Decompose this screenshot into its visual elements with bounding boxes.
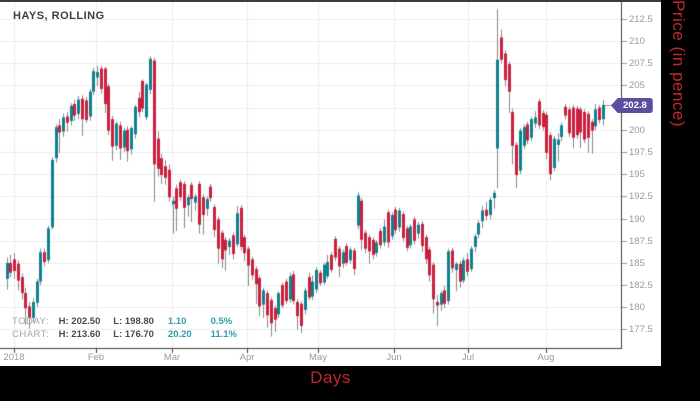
y-tick-label: 182.5 bbox=[629, 280, 653, 292]
bottom-frame-strip bbox=[0, 366, 700, 401]
candlestick-chart-canvas[interactable] bbox=[0, 2, 661, 368]
x-tick-label: Feb bbox=[87, 352, 105, 363]
x-axis-title: Days bbox=[310, 368, 351, 387]
y-tick-label: 205 bbox=[629, 80, 645, 92]
x-tick-label: Mar bbox=[163, 352, 181, 363]
legend-chart-pct: 11.1% bbox=[210, 329, 237, 340]
y-axis-title: Price (in pence) bbox=[669, 0, 688, 128]
legend-row-today: TODAY: H: 202.50 L: 198.80 1.10 0.5% bbox=[12, 315, 251, 328]
legend-row-chart: CHART: H: 213.60 L: 176.70 20.20 11.1% bbox=[12, 328, 251, 341]
y-tick-label: 200 bbox=[629, 124, 645, 136]
y-tick-label: 212.5 bbox=[629, 13, 653, 25]
y-tick-label: 207.5 bbox=[629, 58, 653, 70]
legend-chart-low: L: 176.70 bbox=[113, 329, 154, 340]
y-tick-label: 187.5 bbox=[629, 235, 653, 247]
y-tick-label: 190 bbox=[629, 213, 645, 225]
y-tick-label: 195 bbox=[629, 169, 645, 181]
legend-today-pct: 0.5% bbox=[210, 316, 233, 327]
y-tick-label: 197.5 bbox=[629, 146, 653, 158]
x-tick-label: Apr bbox=[239, 352, 255, 363]
chart-region: HAYS, ROLLING TODAY: H: 202.50 L: 198.80… bbox=[0, 0, 661, 368]
x-tick-label: May bbox=[309, 352, 327, 363]
right-frame-strip bbox=[661, 0, 700, 401]
chart-legend: TODAY: H: 202.50 L: 198.80 1.10 0.5% CHA… bbox=[12, 315, 251, 341]
x-tick-label: 2018 bbox=[3, 352, 25, 363]
y-tick-label: 185 bbox=[629, 257, 645, 269]
legend-chart-high: H: 213.60 bbox=[58, 329, 101, 340]
chart-title: HAYS, ROLLING bbox=[13, 10, 105, 22]
x-tick-label: Aug bbox=[537, 352, 555, 363]
legend-today-low: L: 198.80 bbox=[113, 316, 154, 327]
x-tick-label: Jun bbox=[386, 352, 402, 363]
y-tick-label: 180 bbox=[629, 302, 645, 314]
last-price-badge: 202.8 bbox=[611, 97, 653, 113]
y-tick-label: 210 bbox=[629, 36, 645, 48]
legend-chart-label: CHART: bbox=[12, 329, 50, 340]
legend-today-label: TODAY: bbox=[12, 316, 49, 327]
x-tick-label: Jul bbox=[461, 352, 475, 363]
legend-today-high: H: 202.50 bbox=[58, 316, 101, 327]
y-tick-label: 192.5 bbox=[629, 191, 653, 203]
y-tick-label: 177.5 bbox=[629, 324, 653, 336]
legend-today-change: 1.10 bbox=[167, 316, 187, 327]
legend-chart-change: 20.20 bbox=[167, 329, 192, 340]
